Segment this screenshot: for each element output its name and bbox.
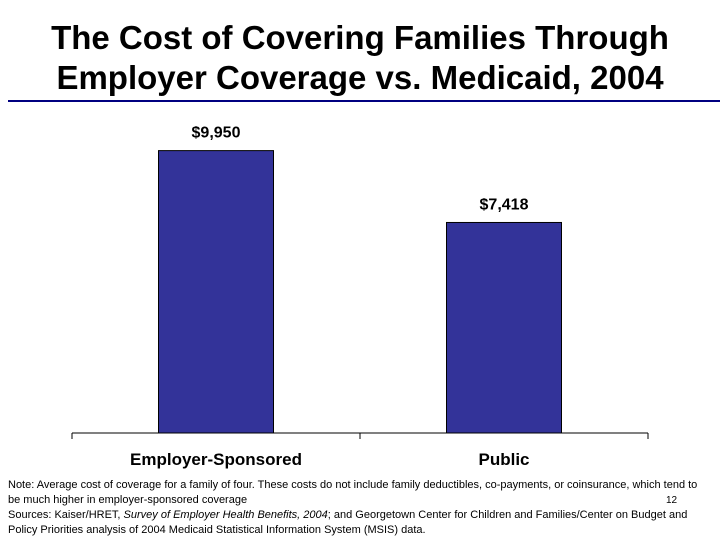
footnote: Note: Average cost of coverage for a fam… <box>8 478 708 538</box>
bar-public <box>446 221 562 434</box>
title-line-2: Employer Coverage vs. Medicaid, 2004 <box>56 59 664 96</box>
page-number: 12 <box>666 495 678 506</box>
x-tick-label: Employer-Sponsored <box>130 450 302 469</box>
bar-employer-sponsored <box>158 150 274 434</box>
title-divider <box>8 100 720 102</box>
sources-text: Sources: Kaiser/HRET, Survey of Employer… <box>8 508 708 538</box>
note-text: Note: Average cost of coverage for a fam… <box>8 479 698 506</box>
data-label: $7,418 <box>480 196 529 213</box>
bar-chart: $9,950 Employer-Sponsored $7,418 Public <box>71 125 649 469</box>
title-line-1: The Cost of Covering Families Through <box>51 19 669 56</box>
page-title: The Cost of Covering Families Through Em… <box>0 18 720 98</box>
data-label: $9,950 <box>192 125 241 142</box>
x-tick-label: Public <box>478 450 529 469</box>
sources-rest: ; and Georgetown Center for Children and… <box>8 509 688 536</box>
sources-title: Survey of Employer Health Benefits, 2004 <box>123 509 328 521</box>
sources-prefix: Sources: Kaiser/HRET, <box>8 509 124 521</box>
